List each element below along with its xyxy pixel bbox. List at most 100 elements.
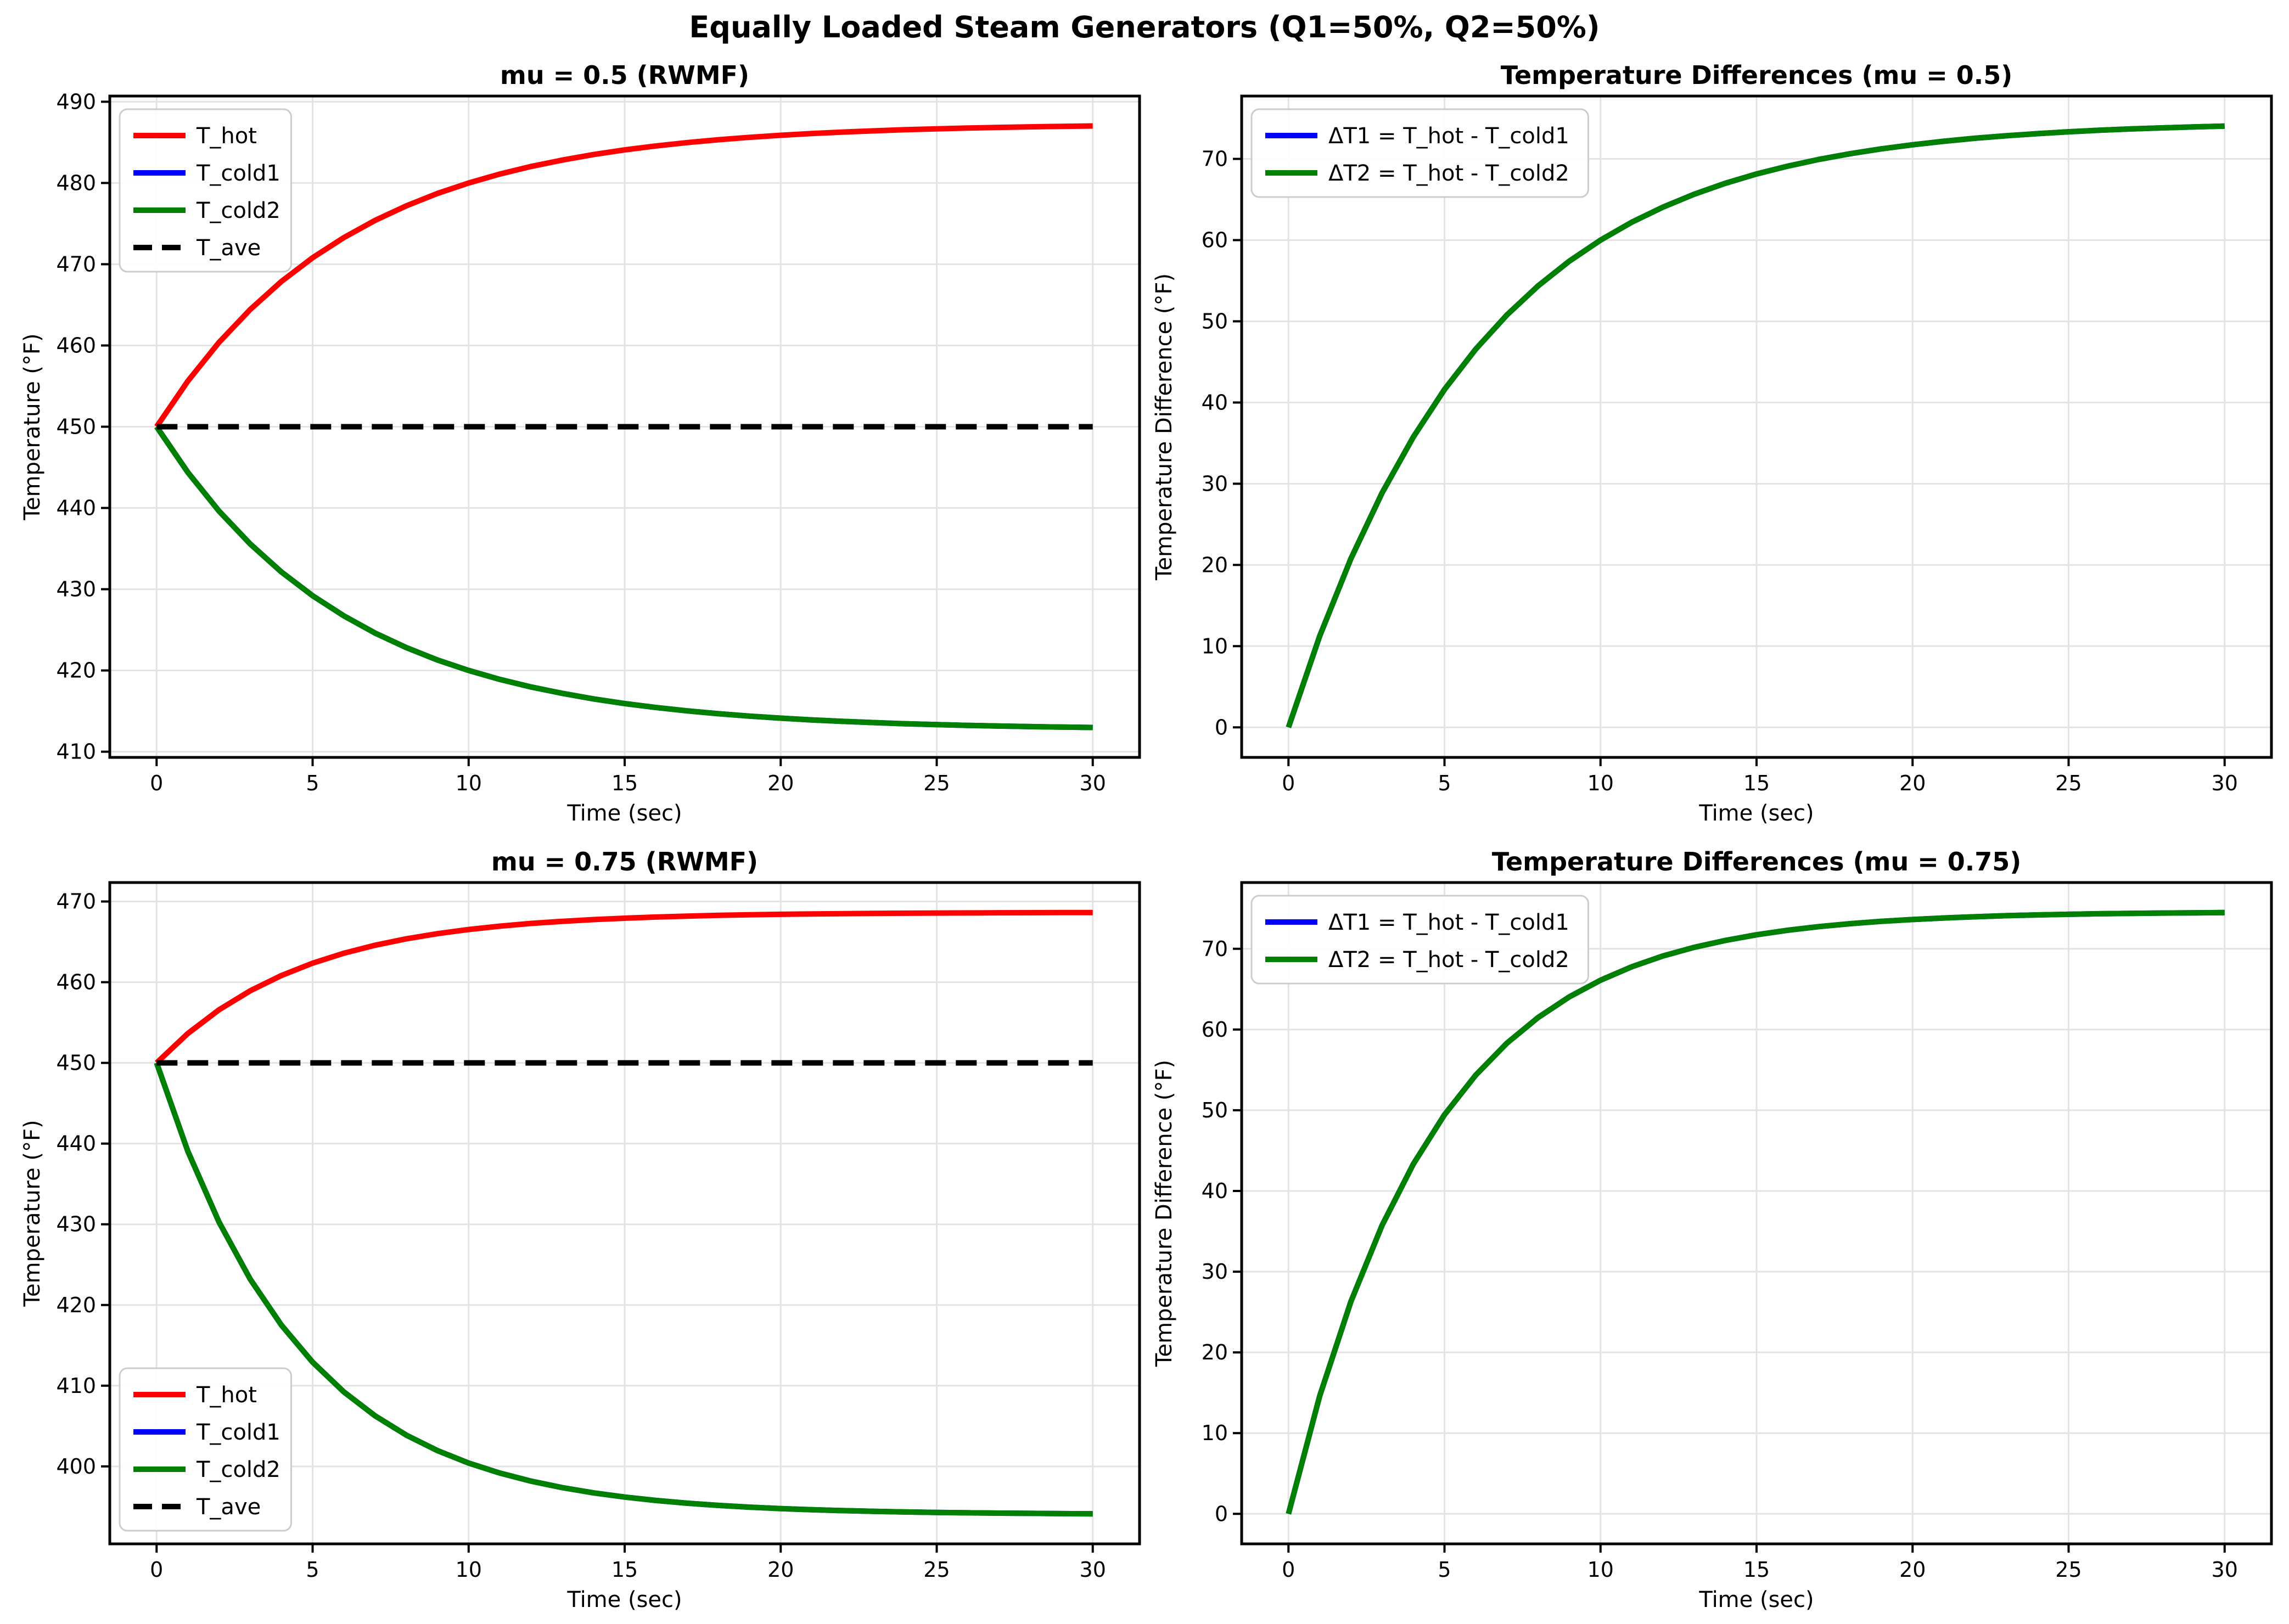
svg-text:410: 410 — [56, 1374, 96, 1398]
series-T_hot — [154, 123, 1093, 429]
legend-label-1: T_hot — [196, 123, 257, 149]
svg-text:10: 10 — [456, 771, 482, 795]
svg-text:30: 30 — [1080, 771, 1106, 795]
svg-text:0: 0 — [1282, 1558, 1295, 1582]
legend-label-2: ΔT2 = T_hot - T_cold2 — [1328, 947, 1569, 973]
svg-text:10: 10 — [1587, 1558, 1614, 1582]
svg-text:10: 10 — [1202, 1421, 1228, 1445]
svg-text:30: 30 — [1080, 1558, 1106, 1582]
legend-label-3: T_cold2 — [196, 198, 280, 223]
legend-label-1: ΔT1 = T_hot - T_cold1 — [1328, 910, 1569, 935]
svg-text:30: 30 — [1202, 471, 1228, 496]
legend-label-1: ΔT1 = T_hot - T_cold1 — [1328, 123, 1569, 149]
svg-text:40: 40 — [1202, 1179, 1228, 1203]
svg-text:410: 410 — [56, 740, 96, 764]
svg-text:450: 450 — [56, 415, 96, 439]
legend-label-4: T_ave — [196, 1494, 261, 1520]
svg-text:0: 0 — [1282, 771, 1295, 795]
x-axis-label: Time (sec) — [1698, 801, 1814, 826]
legend-label-2: T_cold1 — [196, 1420, 280, 1445]
series-T_cold2 — [154, 1061, 1093, 1517]
legend-label-1: T_hot — [196, 1383, 257, 1408]
svg-text:50: 50 — [1202, 309, 1228, 333]
series-dT2 — [1286, 909, 2225, 1515]
svg-text:430: 430 — [56, 1212, 96, 1237]
svg-text:25: 25 — [2055, 771, 2082, 795]
svg-text:70: 70 — [1202, 937, 1228, 961]
svg-text:15: 15 — [611, 1558, 638, 1582]
svg-text:25: 25 — [923, 771, 950, 795]
svg-text:25: 25 — [923, 1558, 950, 1582]
svg-text:5: 5 — [1438, 771, 1451, 795]
svg-text:460: 460 — [56, 333, 96, 357]
svg-text:15: 15 — [611, 771, 638, 795]
legend-label-2: T_cold1 — [196, 161, 280, 186]
svg-text:60: 60 — [1202, 228, 1228, 252]
svg-text:30: 30 — [2212, 1558, 2238, 1582]
svg-text:10: 10 — [1202, 634, 1228, 658]
legend-label-4: T_ave — [196, 235, 261, 261]
svg-text:0: 0 — [150, 1558, 163, 1582]
svg-text:420: 420 — [56, 659, 96, 683]
svg-text:490: 490 — [56, 89, 96, 114]
figure-title: Equally Loaded Steam Generators (Q1=50%,… — [689, 10, 1600, 44]
series-group — [1286, 123, 2225, 728]
y-axis-label: Temperature (°F) — [20, 333, 45, 520]
svg-text:10: 10 — [456, 1558, 482, 1582]
legend: ΔT1 = T_hot - T_cold1 ΔT2 = T_hot - T_col… — [1250, 108, 1589, 198]
svg-text:60: 60 — [1202, 1018, 1228, 1042]
svg-text:25: 25 — [2055, 1558, 2082, 1582]
subplot-deltas-mu-0.75: 0 5 10 15 20 25 30 0 10 20 30 40 50 60 70 Temperature D… — [1152, 847, 2273, 1612]
subplot-deltas-mu-0.5: 0 5 10 15 20 25 30 0 10 20 30 40 50 60 70 Temperature D… — [1152, 60, 2273, 826]
svg-text:0: 0 — [150, 771, 163, 795]
subplot-title: Temperature Differences (mu = 0.5) — [1501, 60, 2013, 90]
svg-text:20: 20 — [767, 771, 794, 795]
grid — [1242, 883, 2271, 1544]
y-axis-label: Temperature (°F) — [20, 1120, 45, 1307]
subplot-title: mu = 0.75 (RWMF) — [491, 847, 758, 876]
svg-text:20: 20 — [1202, 1340, 1228, 1364]
subplot-title: mu = 0.5 (RWMF) — [500, 60, 749, 90]
series-group — [154, 123, 1093, 730]
svg-text:30: 30 — [2212, 771, 2238, 795]
series-group — [154, 909, 1093, 1517]
grid — [1242, 96, 2271, 757]
svg-text:460: 460 — [56, 970, 96, 994]
legend: T_hot T_cold1 T_cold2 T_ave — [119, 1367, 292, 1532]
legend-label-2: ΔT2 = T_hot - T_cold2 — [1328, 161, 1569, 186]
svg-text:30: 30 — [1202, 1260, 1228, 1284]
svg-text:480: 480 — [56, 171, 96, 195]
x-axis-label: Time (sec) — [566, 1587, 682, 1612]
svg-text:470: 470 — [56, 890, 96, 914]
legend: T_hot T_cold1 T_cold2 T_ave — [119, 108, 292, 273]
y-axis-label: Temperature Difference (°F) — [1152, 273, 1177, 581]
svg-text:420: 420 — [56, 1293, 96, 1317]
axis-ticks: 0 5 10 15 20 25 30 410 420 430 440 450 460 470 480 490 — [56, 89, 1106, 795]
series-group — [1286, 909, 2225, 1515]
svg-text:50: 50 — [1202, 1098, 1228, 1122]
svg-text:20: 20 — [1899, 771, 1926, 795]
svg-text:0: 0 — [1215, 715, 1228, 739]
legend: ΔT1 = T_hot - T_cold1 ΔT2 = T_hot - T_col… — [1250, 895, 1589, 985]
svg-text:0: 0 — [1215, 1502, 1228, 1526]
svg-text:430: 430 — [56, 577, 96, 602]
svg-text:20: 20 — [1899, 1558, 1926, 1582]
svg-text:5: 5 — [306, 1558, 319, 1582]
series-T_cold2 — [154, 425, 1093, 730]
x-axis-label: Time (sec) — [566, 801, 682, 826]
svg-text:20: 20 — [1202, 553, 1228, 577]
svg-text:450: 450 — [56, 1051, 96, 1075]
svg-text:15: 15 — [1743, 771, 1770, 795]
legend-label-3: T_cold2 — [196, 1457, 280, 1482]
svg-text:20: 20 — [767, 1558, 794, 1582]
x-axis-label: Time (sec) — [1698, 1587, 1814, 1612]
subplot-temps-mu-0.5: 0 5 10 15 20 25 30 410 420 430 440 450 460 470 480 490 m… — [20, 60, 1141, 826]
axis-ticks: 0 5 10 15 20 25 30 0 10 20 30 40 50 60 70 — [1202, 937, 2238, 1582]
svg-text:440: 440 — [56, 1132, 96, 1156]
svg-text:5: 5 — [306, 771, 319, 795]
svg-text:40: 40 — [1202, 390, 1228, 414]
y-axis-label: Temperature Difference (°F) — [1152, 1060, 1177, 1367]
series-T_hot — [154, 909, 1093, 1065]
